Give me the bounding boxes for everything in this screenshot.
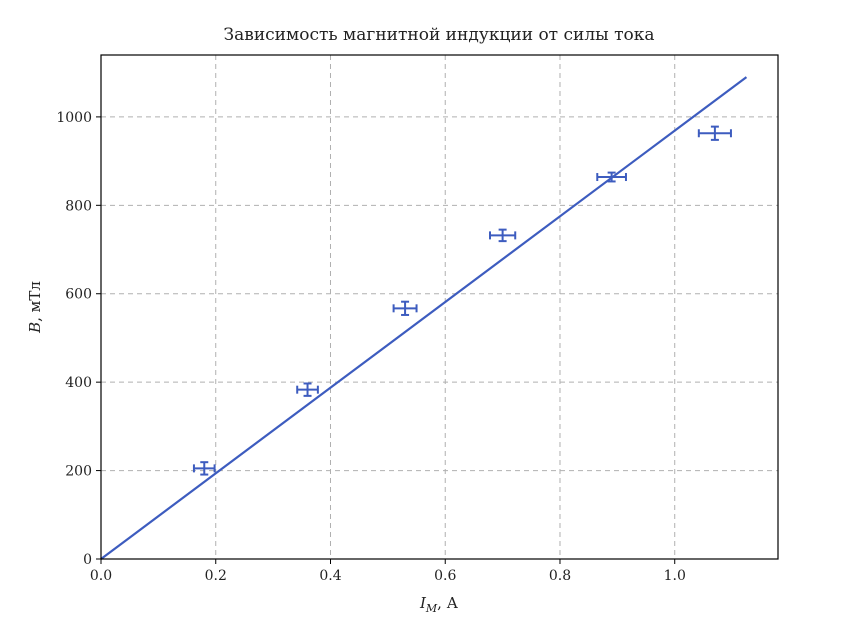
y-tick-label: 0 [83,552,92,568]
y-axis-label: B, мТл [26,281,44,334]
fit-line-group [100,76,748,560]
data-point [296,382,319,397]
x-tick-label: 0.4 [319,568,341,584]
plot-frame [100,54,779,560]
x-axis-label-subscript: M [425,602,438,615]
x-tick-label: 0.2 [205,568,227,584]
y-tick-label: 1000 [56,110,92,126]
fit-line [100,76,748,560]
data-point [596,171,627,183]
x-tick-label: 0.8 [549,568,571,584]
y-axis-label-symbol: B [26,322,44,334]
y-tick-label: 600 [65,287,92,303]
data-point [488,228,517,243]
y-axis-label-unit: , мТл [26,281,44,322]
data-point [697,125,732,141]
axis-ticks: 0.0 0.2 0.4 0.6 0.8 1.0 0 200 400 600 800 1000 [56,110,686,584]
x-axis-label: IM, А [419,594,459,615]
data-point [192,461,216,476]
x-tick-label: 0.6 [434,568,456,584]
x-tick-label: 0.0 [90,568,112,584]
data-points [192,125,732,476]
y-tick-label: 800 [65,198,92,214]
y-tick-label: 400 [65,375,92,391]
x-axis-label-unit: , А [437,594,459,612]
x-tick-label: 1.0 [664,568,686,584]
y-tick-label: 200 [65,464,92,480]
data-point [392,300,418,316]
chart-title: Зависимость магнитной индукции от силы т… [224,25,655,45]
x-axis-label-symbol: I [419,594,427,612]
